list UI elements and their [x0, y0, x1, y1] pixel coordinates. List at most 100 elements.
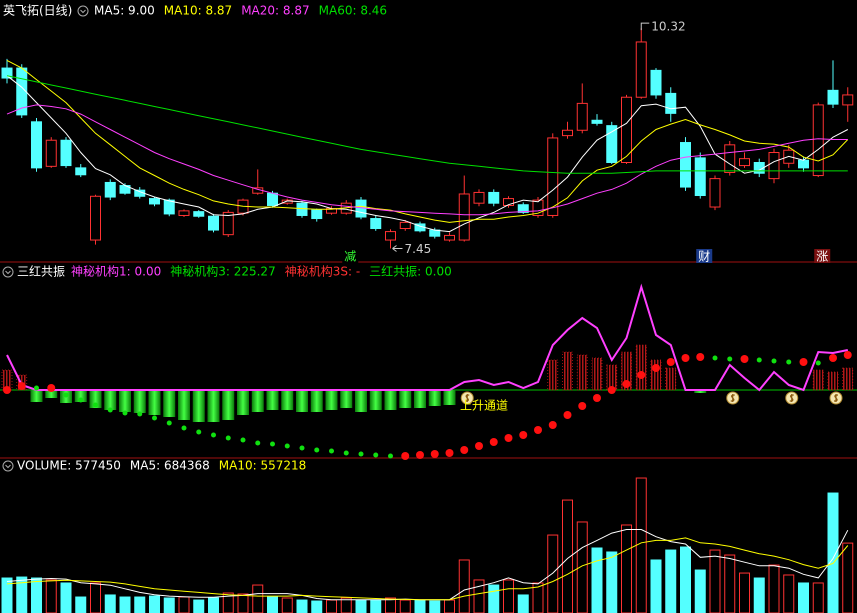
candle-body: [709, 178, 721, 208]
volume-bar: [208, 597, 219, 613]
volume-bar: [562, 499, 573, 613]
indicator-dot: [475, 442, 483, 450]
indicator-dot: [666, 358, 675, 366]
indicator-bar: [133, 390, 146, 413]
volume-bar: [385, 597, 396, 613]
candle-body: [812, 104, 824, 177]
volume-bar: [370, 599, 382, 613]
volume-bar: [709, 549, 721, 613]
volume-bar: [149, 595, 160, 613]
legend-label: 神秘机构3: 225.27: [170, 264, 275, 279]
candle-body: [473, 191, 485, 204]
indicator-bar: [89, 390, 102, 408]
indicator-dot: [799, 358, 808, 366]
candle-body: [385, 231, 396, 241]
indicator-bar: [827, 371, 839, 391]
candle-body: [444, 234, 455, 241]
indicator-dot: [329, 448, 334, 454]
menu-icon: [5, 464, 11, 469]
volume-bar: [812, 582, 824, 613]
indicator-bar: [178, 390, 190, 420]
indicator-dot: [314, 447, 320, 453]
indicator-dot: [284, 443, 290, 449]
indicator-dot: [607, 386, 616, 394]
volume-bar: [1, 577, 13, 613]
legend-label: MA5: 9.00: [94, 4, 155, 18]
indicator-bar: [237, 390, 249, 415]
candle-body: [222, 211, 234, 236]
indicator-dot: [815, 360, 821, 366]
candle-body: [517, 204, 529, 213]
indicator-bar: [547, 359, 559, 391]
indicator-dot: [430, 450, 439, 458]
candle-body: [547, 137, 559, 216]
indicator-bar: [369, 390, 382, 410]
indicator-dot: [489, 438, 498, 446]
indicator-bar: [104, 390, 117, 410]
event-badge: [696, 249, 713, 263]
candle-body: [842, 94, 854, 106]
candle-body: [163, 199, 175, 215]
candle-body: [267, 192, 278, 206]
indicator-bar: [621, 351, 632, 391]
low-label: 7.45: [405, 242, 432, 256]
volume-bar: [576, 521, 588, 613]
indicator-dot: [47, 384, 56, 392]
indicator-bar: [414, 390, 426, 408]
indicator-dot: [63, 392, 69, 398]
indicator-bar: [576, 354, 588, 391]
volume-bar: [842, 542, 854, 613]
indicator-bar: [119, 390, 131, 412]
indicator-bar: [207, 390, 220, 422]
candle-body: [399, 221, 411, 230]
indicator-dot: [299, 445, 305, 451]
candle-body: [104, 181, 116, 198]
menu-icon: [2, 460, 14, 472]
volume-bar: [665, 549, 677, 613]
indicator-dot: [93, 402, 98, 408]
indicator-bar: [266, 390, 279, 410]
volume-bar: [621, 524, 632, 613]
indicator-dot: [696, 353, 705, 361]
candle-body: [635, 41, 647, 98]
volume-bar: [503, 579, 514, 613]
indicator-bar: [222, 390, 235, 420]
volume-bar: [458, 559, 470, 613]
candle-body: [532, 199, 544, 216]
indicator-bar: [163, 390, 176, 417]
indicator-dot: [578, 402, 587, 410]
legend-label: MA20: 8.87: [241, 4, 309, 18]
candle-body: [724, 144, 736, 173]
volume-bar: [591, 547, 603, 613]
indicator-bar: [340, 390, 353, 408]
volume-bar: [237, 593, 249, 613]
volume-bar: [635, 477, 647, 613]
indicator-bar: [192, 390, 205, 422]
indicator-bar: [591, 357, 603, 391]
indicator-dot: [563, 411, 572, 419]
candle-body: [621, 96, 632, 163]
candle-body: [827, 89, 839, 105]
high-marker: [640, 22, 650, 31]
volume-bar: [768, 564, 780, 613]
indicator-dot: [416, 451, 424, 459]
menu-icon: [5, 270, 11, 275]
candle-body: [429, 229, 441, 237]
indicator-line: [6, 283, 848, 392]
candle-body: [60, 139, 72, 167]
indicator-bar: [148, 390, 161, 415]
volume-bar: [267, 596, 278, 613]
indicator-dot: [255, 440, 261, 446]
candle-body: [503, 198, 514, 206]
volume-bar: [104, 594, 116, 613]
volume-bar: [119, 596, 131, 613]
indicator-bar: [74, 390, 87, 402]
volume-bar: [296, 599, 308, 613]
volume-bar: [31, 577, 42, 613]
candle-body: [606, 125, 618, 163]
candle-body: [562, 129, 573, 137]
indicator-bar: [325, 390, 338, 410]
candle-body: [488, 191, 500, 204]
